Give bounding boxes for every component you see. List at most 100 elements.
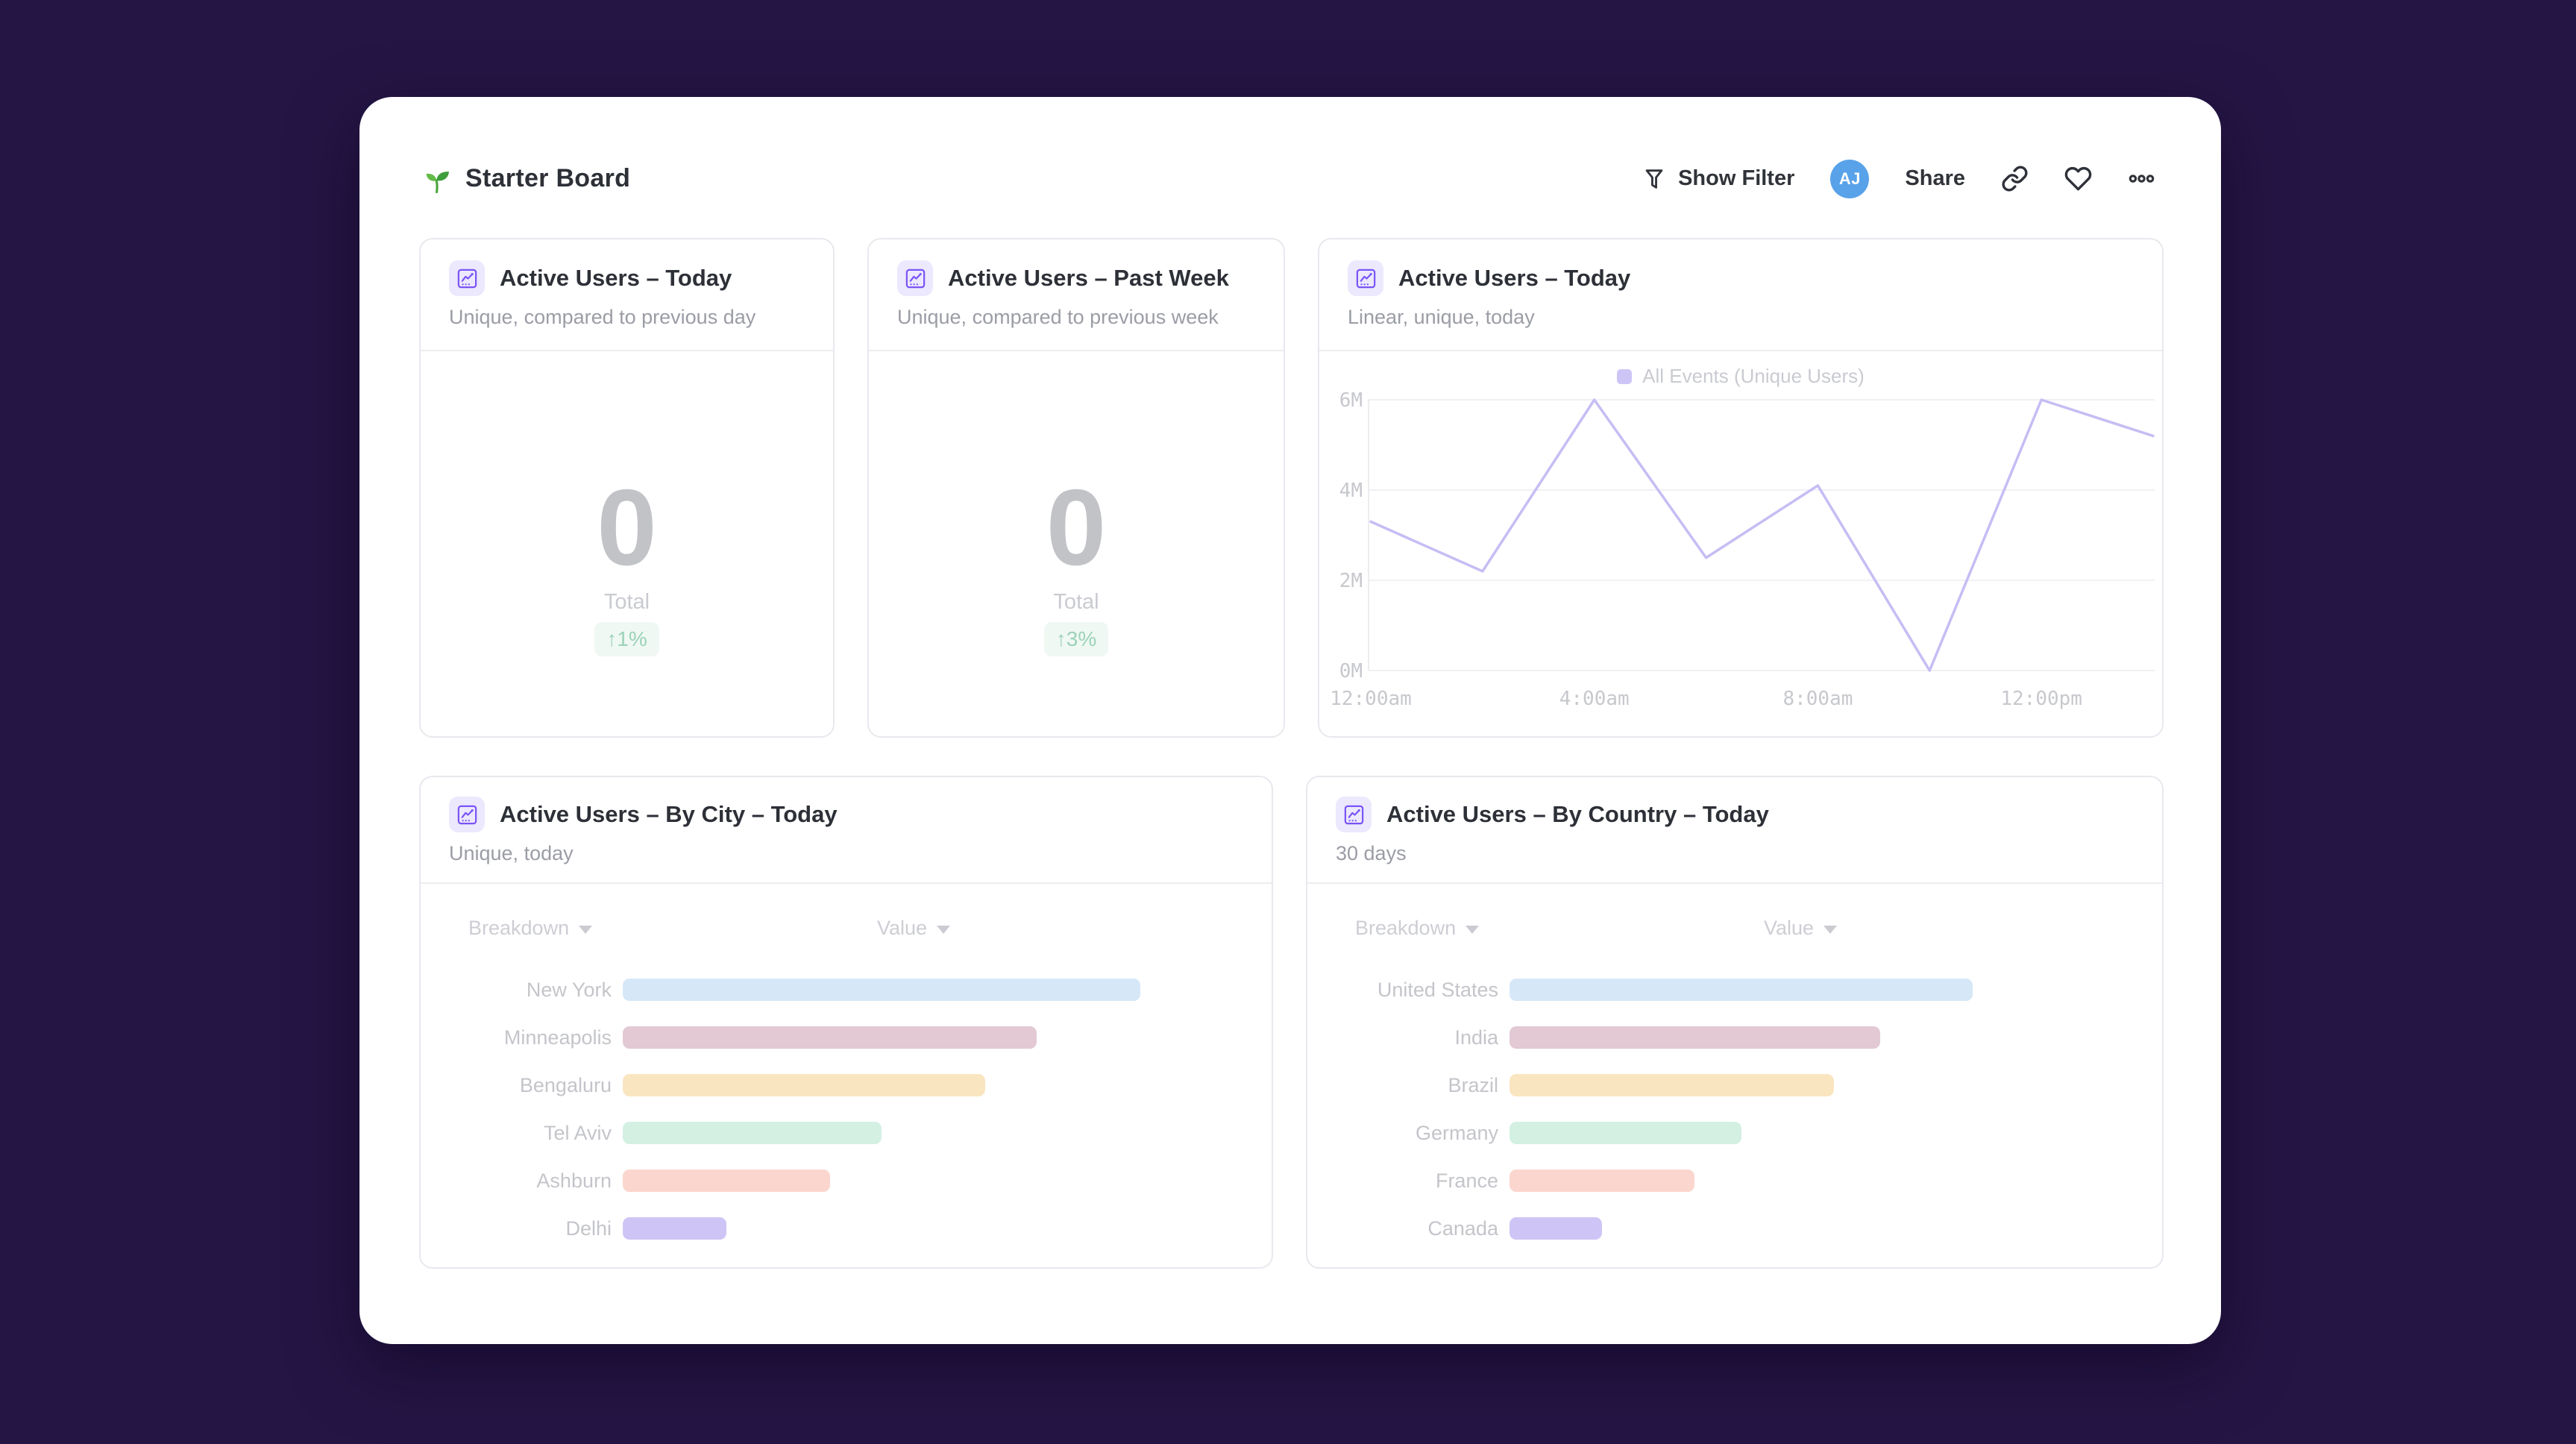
panel-active-users-today: Active Users – Today Unique, compared to… xyxy=(419,238,835,738)
kpi-delta-badge: ↑1% xyxy=(594,622,659,656)
panel-header: Active Users – By City – Today Unique, t… xyxy=(421,777,1272,884)
panel-subtitle: Linear, unique, today xyxy=(1348,306,1535,328)
chart-tile-icon xyxy=(1348,260,1383,296)
bar[interactable] xyxy=(623,1026,1037,1049)
show-filter-label: Show Filter xyxy=(1678,166,1795,190)
table-row: Ashburn xyxy=(421,1157,1272,1205)
ellipsis-icon xyxy=(2129,175,2155,183)
panel-active-users-past-week: Active Users – Past Week Unique, compare… xyxy=(867,238,1285,738)
share-label: Share xyxy=(1905,166,1965,190)
table-row: Brazil xyxy=(1307,1061,2162,1109)
bar[interactable] xyxy=(623,979,1140,1001)
kpi-body: 0 Total ↑3% xyxy=(869,351,1284,656)
table-row: Germany xyxy=(1307,1109,2162,1157)
panel-active-users-line-chart: Active Users – Today Linear, unique, tod… xyxy=(1318,238,2164,738)
bar-category-label: Bengaluru xyxy=(519,1073,612,1096)
value-label: Value xyxy=(1764,917,1815,939)
panel-header: Active Users – Today Unique, compared to… xyxy=(421,239,833,351)
chevron-down-icon xyxy=(579,926,593,934)
kpi-delta-badge: ↑3% xyxy=(1043,622,1109,656)
panel-header: Active Users – By Country – Today 30 day… xyxy=(1307,777,2162,884)
breakdown-column-header[interactable]: Breakdown xyxy=(1355,917,1480,940)
svg-text:4M: 4M xyxy=(1339,480,1363,502)
bar-category-label: Brazil xyxy=(1448,1073,1498,1096)
chevron-down-icon xyxy=(1466,926,1480,934)
table-row: United States xyxy=(1307,966,2162,1014)
copy-link-button[interactable] xyxy=(2001,165,2029,192)
bar[interactable] xyxy=(623,1074,985,1096)
bar-category-label: New York xyxy=(526,978,612,1001)
bar[interactable] xyxy=(623,1217,726,1240)
seedling-logo-icon xyxy=(422,163,453,195)
bar-category-label: Canada xyxy=(1427,1217,1498,1240)
panel-subtitle: 30 days xyxy=(1336,842,1407,864)
table-row: Delhi xyxy=(421,1205,1272,1252)
panel-title: Active Users – Today xyxy=(500,265,732,291)
chart-tile-icon xyxy=(449,260,485,296)
heart-icon xyxy=(2064,166,2092,191)
kpi-value: 0 xyxy=(597,467,657,588)
svg-text:6M: 6M xyxy=(1339,389,1363,412)
show-filter-button[interactable]: Show Filter xyxy=(1642,166,1794,192)
panel-title: Active Users – Past Week xyxy=(948,265,1229,291)
bar[interactable] xyxy=(1510,1026,1880,1049)
kpi-label: Total xyxy=(1053,590,1099,614)
kpi-value: 0 xyxy=(1046,467,1107,588)
bar-category-label: United States xyxy=(1377,978,1498,1001)
board-actions: Show Filter AJ Share xyxy=(1642,159,2155,198)
panel-active-users-by-country: Active Users – By Country – Today 30 day… xyxy=(1306,776,2164,1269)
filter-funnel-icon xyxy=(1645,169,1663,189)
board-title: Starter Board xyxy=(465,164,631,192)
legend-swatch xyxy=(1617,368,1633,384)
bar[interactable] xyxy=(1510,1122,1741,1144)
value-column-header[interactable]: Value xyxy=(877,917,951,940)
panel-subtitle: Unique, today xyxy=(449,842,574,864)
table-row: Canada xyxy=(1307,1205,2162,1252)
bar-table: New York Minneapolis Bengaluru Tel Aviv Ashb… xyxy=(421,966,1272,1252)
bar-category-label: Delhi xyxy=(565,1217,612,1240)
chevron-down-icon xyxy=(937,926,951,934)
panel-title: Active Users – By Country – Today xyxy=(1386,801,1769,827)
panel-title: Active Users – Today xyxy=(1398,265,1631,291)
favorite-button[interactable] xyxy=(2064,165,2092,192)
panel-subtitle: Unique, compared to previous week xyxy=(897,306,1219,328)
bar[interactable] xyxy=(1510,1217,1603,1240)
line-chart[interactable]: 0M 2M 4M 6M 12:00am 4:00am 8:00am 12:00pm xyxy=(1319,351,2162,736)
table-row: Tel Aviv xyxy=(421,1109,1272,1157)
more-options-button[interactable] xyxy=(2128,165,2155,192)
svg-text:2M: 2M xyxy=(1339,570,1363,592)
bar-category-label: Minneapolis xyxy=(503,1026,612,1049)
table-column-headers: Breakdown Value xyxy=(421,917,1272,944)
svg-text:0M: 0M xyxy=(1339,660,1363,682)
share-button[interactable]: Share xyxy=(1905,166,1965,191)
table-row: Bengaluru xyxy=(421,1061,1272,1109)
table-row: New York xyxy=(421,966,1272,1014)
svg-text:8:00am: 8:00am xyxy=(1782,688,1853,710)
bar[interactable] xyxy=(1510,979,1973,1001)
panel-title: Active Users – By City – Today xyxy=(500,801,838,827)
bar[interactable] xyxy=(623,1170,830,1192)
bar-category-label: France xyxy=(1435,1169,1498,1192)
panel-header: Active Users – Past Week Unique, compare… xyxy=(869,239,1284,351)
value-label: Value xyxy=(877,917,928,939)
avatar[interactable]: AJ xyxy=(1830,159,1870,198)
bar[interactable] xyxy=(1510,1074,1834,1096)
line-chart-body: All Events (Unique Users) 0M 2M 4M 6M 12:00a… xyxy=(1319,351,2162,736)
value-column-header[interactable]: Value xyxy=(1764,917,1838,940)
chevron-down-icon xyxy=(1823,926,1838,934)
svg-text:4:00am: 4:00am xyxy=(1559,688,1630,710)
bar-category-label: Germany xyxy=(1415,1121,1498,1144)
panel-active-users-by-city: Active Users – By City – Today Unique, t… xyxy=(419,776,1273,1269)
kpi-body: 0 Total ↑1% xyxy=(421,351,833,656)
bar[interactable] xyxy=(623,1122,882,1144)
breakdown-column-header[interactable]: Breakdown xyxy=(468,917,593,940)
table-row: Minneapolis xyxy=(421,1014,1272,1061)
bar[interactable] xyxy=(1510,1170,1695,1192)
chart-tile-icon xyxy=(1336,797,1372,832)
chart-tile-icon xyxy=(897,260,933,296)
table-row: India xyxy=(1307,1014,2162,1061)
panel-header: Active Users – Today Linear, unique, tod… xyxy=(1319,239,2162,351)
dashboard-card: Starter Board Show Filter AJ Share xyxy=(359,97,2221,1344)
kpi-label: Total xyxy=(603,590,650,614)
svg-text:12:00am: 12:00am xyxy=(1330,688,1412,710)
